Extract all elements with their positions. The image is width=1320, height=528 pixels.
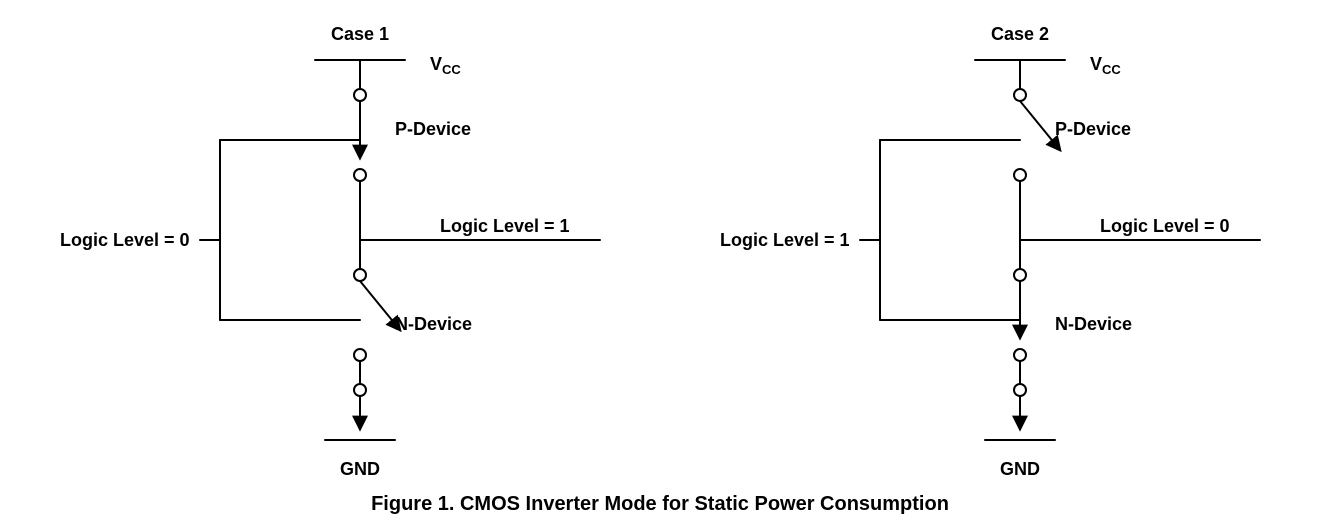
output-label: Logic Level = 0 — [1100, 216, 1230, 236]
n-device-label: N-Device — [1055, 314, 1132, 334]
p-device-label: P-Device — [1055, 119, 1131, 139]
p-device-label: P-Device — [395, 119, 471, 139]
panel-case2: Case 2 VCC P-Device Logic Level = 0 N-Device… — [720, 24, 1260, 479]
n-device-label: N-Device — [395, 314, 472, 334]
panel-case1: Case 1 VCC P-Device Logic Level = 1 N-Device… — [60, 24, 600, 479]
gnd-label: GND — [340, 459, 380, 479]
gnd-label: GND — [1000, 459, 1040, 479]
case-title: Case 2 — [991, 24, 1049, 44]
vcc-label: VCC — [430, 54, 461, 77]
n-switch-open — [360, 281, 400, 330]
output-label: Logic Level = 1 — [440, 216, 570, 236]
case-title: Case 1 — [331, 24, 389, 44]
p-switch-open — [1020, 101, 1060, 150]
input-label: Logic Level = 1 — [720, 230, 850, 250]
vcc-label: VCC — [1090, 54, 1121, 77]
input-label: Logic Level = 0 — [60, 230, 190, 250]
cmos-inverter-figure: Case 1 VCC P-Device Logic Level = 1 N-Device… — [0, 0, 1320, 528]
figure-caption: Figure 1. CMOS Inverter Mode for Static … — [371, 493, 949, 515]
